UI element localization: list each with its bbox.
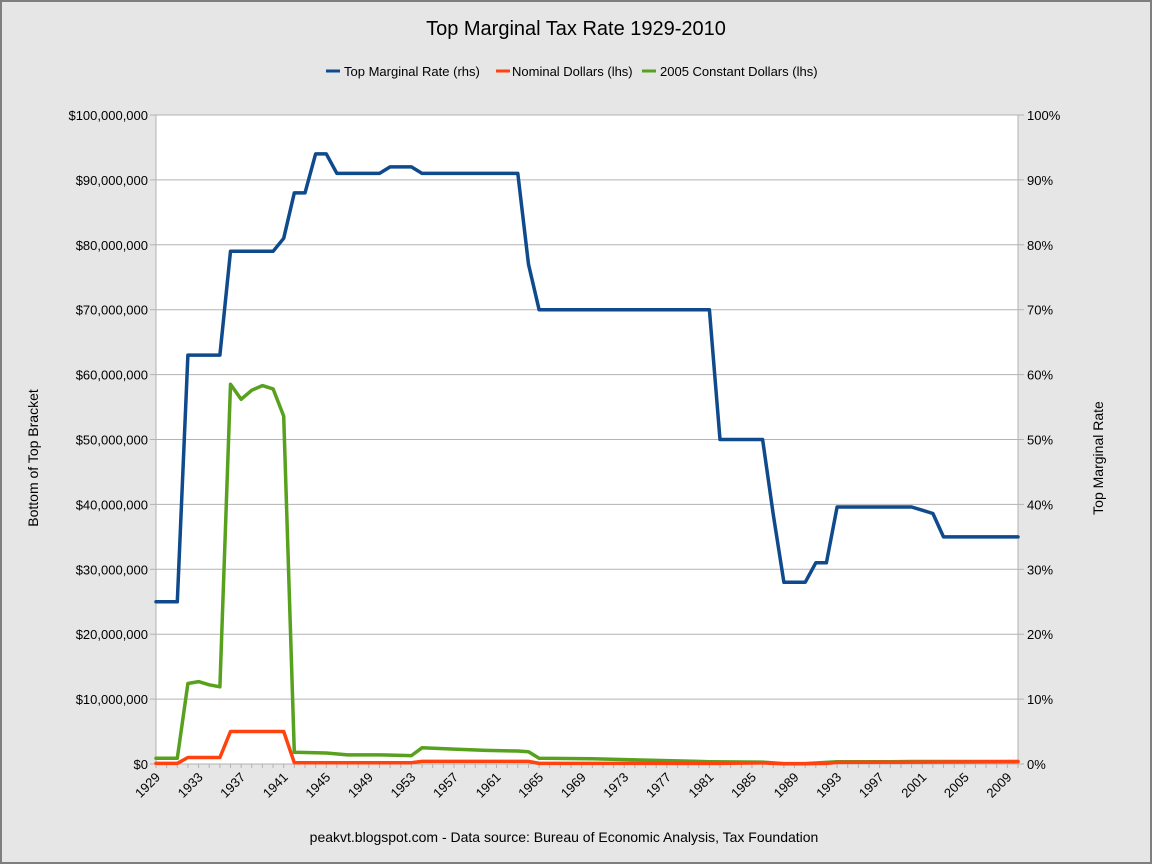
legend: Top Marginal Rate (rhs) Nominal Dollars … bbox=[326, 64, 818, 79]
legend-label-top-rate: Top Marginal Rate (rhs) bbox=[344, 64, 480, 79]
x-tick-label: 1989 bbox=[771, 770, 802, 801]
chart-title: Top Marginal Tax Rate 1929-2010 bbox=[426, 18, 726, 40]
x-tick-label: 1997 bbox=[856, 770, 887, 801]
x-tick-label: 2005 bbox=[941, 770, 972, 801]
source-note: peakvt.blogspot.com - Data source: Burea… bbox=[310, 829, 819, 845]
x-tick-label: 1981 bbox=[685, 770, 716, 801]
right-axis-ticks: 0% 10% 20% 30% 40% 50% 60% 70% 80% 90% 100% bbox=[1018, 108, 1061, 772]
left-tick-label: $50,000,000 bbox=[76, 433, 148, 448]
right-tick-label: 40% bbox=[1027, 497, 1053, 512]
x-tick-label: 1957 bbox=[430, 770, 461, 801]
right-tick-label: 30% bbox=[1027, 562, 1053, 577]
x-tick-label: 1953 bbox=[387, 770, 418, 801]
x-tick-label: 1993 bbox=[813, 770, 844, 801]
x-tick-label: 1929 bbox=[132, 770, 163, 801]
x-tick-label: 2001 bbox=[898, 770, 929, 801]
series-line-nominal bbox=[154, 729, 1020, 766]
right-tick-label: 90% bbox=[1027, 173, 1053, 188]
left-tick-label: $10,000,000 bbox=[76, 692, 148, 707]
x-tick-label: 1969 bbox=[558, 770, 589, 801]
left-axis-ticks: $0 $10,000,000 $20,000,000 $30,000,000 $40,0… bbox=[68, 108, 156, 772]
x-tick-label: 1945 bbox=[302, 770, 333, 801]
x-tick-label: 1949 bbox=[345, 770, 376, 801]
right-tick-label: 50% bbox=[1027, 433, 1053, 448]
x-tick-label: 1961 bbox=[473, 770, 504, 801]
left-tick-label: $70,000,000 bbox=[76, 303, 148, 318]
series-layer bbox=[154, 152, 1020, 766]
left-tick-label: $60,000,000 bbox=[76, 368, 148, 383]
left-tick-label: $100,000,000 bbox=[68, 108, 148, 123]
x-tick-label: 1933 bbox=[175, 770, 206, 801]
left-axis-title: Bottom of Top Bracket bbox=[25, 389, 41, 527]
left-tick-label: $0 bbox=[134, 757, 148, 772]
left-tick-label: $20,000,000 bbox=[76, 627, 148, 642]
right-tick-label: 100% bbox=[1027, 108, 1061, 123]
x-tick-label: 1977 bbox=[643, 770, 674, 801]
left-tick-label: $90,000,000 bbox=[76, 173, 148, 188]
left-tick-label: $80,000,000 bbox=[76, 238, 148, 253]
x-tick-label: 2009 bbox=[983, 770, 1014, 801]
right-tick-label: 60% bbox=[1027, 368, 1053, 383]
left-tick-label: $40,000,000 bbox=[76, 497, 148, 512]
x-tick-label: 1985 bbox=[728, 770, 759, 801]
right-axis-title: Top Marginal Rate bbox=[1090, 401, 1106, 515]
right-tick-label: 20% bbox=[1027, 627, 1053, 642]
right-tick-label: 0% bbox=[1027, 757, 1046, 772]
legend-label-nominal: Nominal Dollars (lhs) bbox=[512, 64, 633, 79]
x-tick-label: 1965 bbox=[515, 770, 546, 801]
right-tick-label: 80% bbox=[1027, 238, 1053, 253]
x-tick-label: 1973 bbox=[600, 770, 631, 801]
x-tick-label: 1937 bbox=[217, 770, 248, 801]
x-tick-label: 1941 bbox=[260, 770, 291, 801]
series-line-top-rate bbox=[154, 152, 1020, 604]
left-tick-label: $30,000,000 bbox=[76, 562, 148, 577]
right-tick-label: 70% bbox=[1027, 303, 1053, 318]
x-axis-ticks: 1929 1933 1937 1941 1945 1949 1953 1957 1961 1965… bbox=[132, 764, 1019, 801]
legend-label-constant: 2005 Constant Dollars (lhs) bbox=[660, 64, 818, 79]
right-tick-label: 10% bbox=[1027, 692, 1053, 707]
